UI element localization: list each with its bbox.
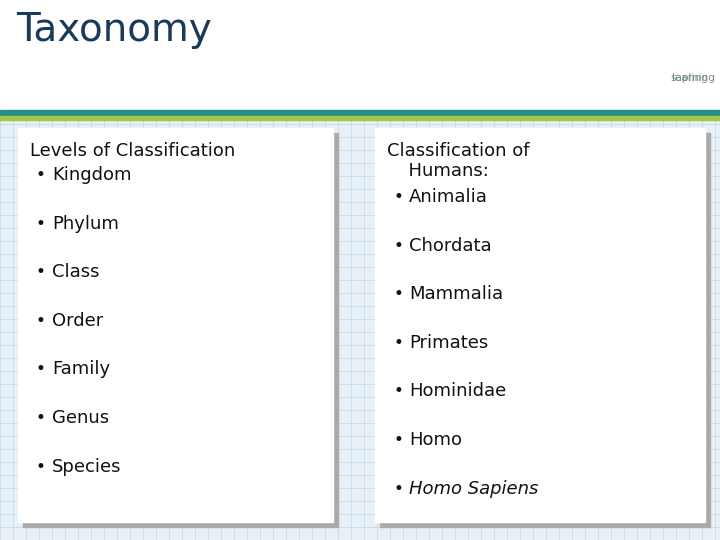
Text: •: • (36, 361, 46, 379)
Text: Classification of: Classification of (387, 142, 529, 160)
Text: Kingdom: Kingdom (52, 166, 132, 184)
Text: •: • (393, 480, 403, 498)
Text: •: • (36, 312, 46, 330)
Text: Class: Class (52, 263, 99, 281)
Text: •: • (393, 334, 403, 352)
FancyBboxPatch shape (375, 128, 705, 522)
Text: Animalia: Animalia (409, 188, 488, 206)
Text: Phylum: Phylum (52, 214, 119, 233)
Text: •: • (36, 214, 46, 233)
Text: Levels of Classification: Levels of Classification (30, 142, 235, 160)
Text: Hominidae: Hominidae (409, 382, 506, 401)
Text: Order: Order (52, 312, 103, 330)
Text: •: • (36, 263, 46, 281)
Bar (0, 110, 720, 116)
Text: learning: learning (672, 73, 715, 83)
Text: •: • (393, 382, 403, 401)
Text: •: • (36, 458, 46, 476)
Text: sapling: sapling (670, 73, 708, 83)
Text: Homo Sapiens: Homo Sapiens (409, 480, 539, 498)
Text: •: • (393, 285, 403, 303)
FancyBboxPatch shape (18, 128, 333, 522)
Text: Genus: Genus (52, 409, 109, 427)
Text: •: • (393, 237, 403, 255)
FancyBboxPatch shape (23, 133, 338, 527)
Bar (0, 0, 720, 110)
Text: Species: Species (52, 458, 122, 476)
Text: Family: Family (52, 361, 110, 379)
Text: •: • (393, 431, 403, 449)
Text: Chordata: Chordata (409, 237, 492, 255)
FancyBboxPatch shape (380, 133, 710, 527)
Text: •: • (36, 166, 46, 184)
Text: Homo: Homo (409, 431, 462, 449)
Text: •: • (393, 188, 403, 206)
Bar (0, 116, 720, 120)
Text: Primates: Primates (409, 334, 488, 352)
Text: •: • (36, 409, 46, 427)
Text: Mammalia: Mammalia (409, 285, 503, 303)
Text: Humans:: Humans: (397, 162, 489, 180)
Text: Taxonomy: Taxonomy (16, 11, 212, 49)
